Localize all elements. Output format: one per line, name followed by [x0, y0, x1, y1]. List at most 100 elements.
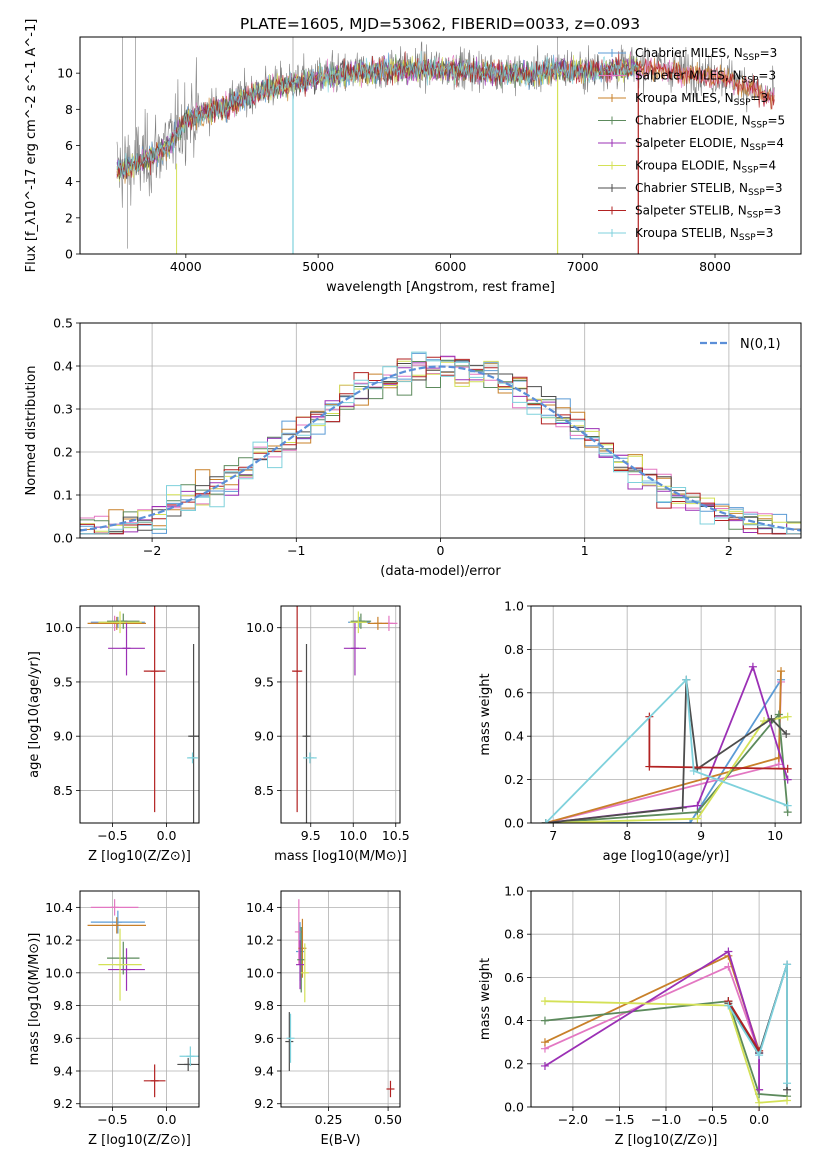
weight-point	[748, 662, 757, 671]
x-tick-label: 2	[725, 543, 733, 558]
weight-series-6	[545, 679, 787, 823]
x-tick-label: 9	[697, 828, 705, 843]
y-tick-label: 8	[65, 102, 73, 117]
weight-point	[540, 997, 549, 1006]
y-tick-label: 10.4	[246, 900, 274, 915]
legend-label-sub: SSP	[751, 121, 768, 131]
x-axis-label: age [log10(age/yr)]	[603, 849, 730, 864]
y-tick-label: 10.2	[45, 933, 73, 948]
age-vs-metallicity-panel: −0.5 0.0 8.5 9.0 9.5 10.0 Z [log10(Z/Z⊙)] age […	[27, 605, 200, 864]
x-tick-label: −1	[287, 543, 305, 558]
y-tick-label: 10.0	[45, 965, 73, 980]
x-tick-label: 1	[581, 543, 589, 558]
y-tick-label: 10.4	[45, 900, 73, 915]
x-tick-label: −0.5	[697, 1112, 727, 1127]
y-axis-label: age [log10(age/yr)]	[27, 651, 42, 778]
x-tick-label: 10	[767, 828, 783, 843]
weight-point	[783, 1096, 792, 1105]
y-tick-label: 0.2	[504, 1056, 524, 1071]
plot-area	[531, 606, 801, 823]
x-tick-label: 0.25	[315, 1112, 343, 1127]
x-tick-label: 9.5	[301, 828, 321, 843]
y-tick-label: 8.5	[53, 783, 73, 798]
x-tick-label: 10.0	[339, 828, 367, 843]
legend-label: Salpeter MILES, NSSP=3	[635, 69, 776, 86]
plot-area	[281, 891, 400, 1107]
legend-label-name: Kroupa MILES, N	[635, 91, 734, 105]
weight-point	[678, 803, 687, 812]
y-tick-label: 1.0	[504, 884, 524, 899]
weight-point	[755, 1051, 764, 1060]
y-axis-label: mass weight	[478, 673, 493, 755]
legend-label-suffix: =3	[756, 226, 774, 240]
legend-label-suffix: =3	[758, 69, 776, 83]
y-tick-label: 10.2	[246, 933, 274, 948]
plot-area	[80, 323, 801, 538]
weight-series-4	[545, 664, 789, 823]
x-axis-label: Z [log10(Z/Z⊙)]	[88, 849, 191, 864]
y-axis-label: mass weight	[478, 958, 493, 1040]
weight-point	[540, 1061, 549, 1070]
x-tick-label: 5000	[302, 259, 334, 274]
spectrum-panel: 4000 5000 6000 7000 8000 0 2 4 6 8 10 wavelength [A…	[24, 19, 802, 295]
y-tick-label: 0.0	[53, 531, 73, 546]
y-tick-label: 10.0	[246, 620, 274, 635]
weight-point	[540, 1016, 549, 1025]
axes-frame	[79, 605, 200, 824]
y-tick-label: 9.6	[254, 1031, 274, 1046]
gaussian-legend-label: N(0,1)	[740, 337, 781, 352]
weight-series-5	[545, 715, 788, 823]
legend-label-suffix: =5	[767, 114, 785, 128]
x-axis-label: Z [log10(Z/Z⊙)]	[88, 1133, 191, 1148]
axes-frame	[530, 890, 802, 1108]
weight-point	[541, 819, 550, 823]
legend-label: Kroupa ELODIE, NSSP=4	[635, 159, 776, 176]
y-tick-label: 1.0	[504, 599, 524, 614]
weight-point	[767, 714, 776, 723]
x-tick-label: 4000	[170, 259, 202, 274]
y-tick-label: 10.0	[246, 965, 274, 980]
y-tick-label: 0.3	[53, 402, 73, 417]
legend-label-suffix: =3	[751, 91, 769, 105]
plot-area	[80, 606, 199, 823]
legend-label-suffix: =4	[766, 136, 784, 150]
x-axis-label: wavelength [Angstrom, rest frame]	[326, 280, 555, 295]
x-tick-label: 7	[549, 828, 557, 843]
x-tick-label: −0.5	[97, 1112, 127, 1127]
legend-label-name: Chabrier MILES, N	[635, 46, 743, 60]
x-tick-label: 8	[623, 828, 631, 843]
y-tick-label: 0.0	[504, 816, 524, 831]
legend-label: Chabrier MILES, NSSP=3	[635, 46, 777, 63]
weight-point	[686, 819, 695, 823]
x-tick-label: 0.0	[157, 828, 177, 843]
y-tick-label: 0.4	[53, 359, 73, 374]
y-tick-label: 9.8	[254, 998, 274, 1013]
weight-point	[783, 775, 792, 784]
plot-area	[80, 891, 199, 1107]
weight-series-4	[544, 950, 760, 1090]
model-spectrum-8	[116, 50, 639, 178]
axes-frame	[280, 605, 401, 824]
legend-label-name: Salpeter MILES, N	[635, 69, 742, 83]
residual-histogram-8	[80, 351, 801, 535]
weight-vs-age-panel: 7 8 9 10 0.0 0.2 0.4 0.6 0.8 1.0 age [log10(age/yr…	[478, 599, 802, 864]
legend-label: Salpeter STELIB, NSSP=3	[635, 204, 781, 221]
x-axis-label: Z [log10(Z/Z⊙)]	[615, 1133, 718, 1148]
legend-label-sub: SSP	[739, 233, 756, 243]
weight-point	[540, 1038, 549, 1047]
legend-label-name: Salpeter ELODIE, N	[635, 136, 749, 150]
residual-histogram-panel: −2 −1 0 1 2 0.0 0.1 0.2 0.3 0.4 0.5 (data-model)/er…	[24, 316, 802, 579]
legend-label: Chabrier STELIB, NSSP=3	[635, 181, 783, 198]
legend-label-suffix: =3	[765, 181, 783, 195]
legend-label-suffix: =3	[764, 204, 782, 218]
legend-label-sub: SSP	[742, 76, 759, 86]
y-axis-label: mass [log10(M/M⊙)]	[27, 933, 42, 1066]
weight-point	[777, 667, 786, 676]
figure-title: PLATE=1605, MJD=53062, FIBERID=0033, z=0…	[240, 15, 640, 33]
weight-point	[774, 710, 783, 719]
weight-point	[782, 730, 791, 739]
plot-area	[116, 37, 775, 254]
y-tick-label: 0.2	[504, 772, 524, 787]
x-axis-label: E(B-V)	[320, 1133, 360, 1148]
x-tick-label: 0	[437, 543, 445, 558]
